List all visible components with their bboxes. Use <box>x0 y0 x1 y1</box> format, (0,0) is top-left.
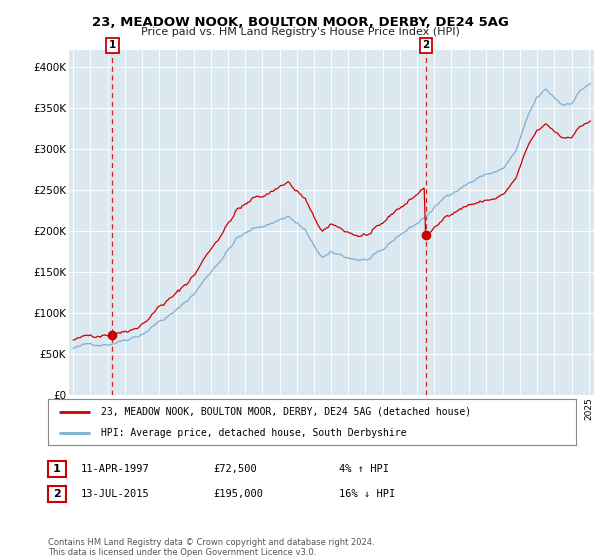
Text: Contains HM Land Registry data © Crown copyright and database right 2024.
This d: Contains HM Land Registry data © Crown c… <box>48 538 374 557</box>
Text: £72,500: £72,500 <box>213 464 257 474</box>
Text: 23, MEADOW NOOK, BOULTON MOOR, DERBY, DE24 5AG: 23, MEADOW NOOK, BOULTON MOOR, DERBY, DE… <box>92 16 508 29</box>
Text: 1: 1 <box>109 40 116 50</box>
Text: 11-APR-1997: 11-APR-1997 <box>81 464 150 474</box>
Text: 1: 1 <box>53 464 61 474</box>
Text: Price paid vs. HM Land Registry's House Price Index (HPI): Price paid vs. HM Land Registry's House … <box>140 27 460 37</box>
Text: 2: 2 <box>422 40 430 50</box>
Text: 16% ↓ HPI: 16% ↓ HPI <box>339 489 395 499</box>
Text: 13-JUL-2015: 13-JUL-2015 <box>81 489 150 499</box>
Text: 23, MEADOW NOOK, BOULTON MOOR, DERBY, DE24 5AG (detached house): 23, MEADOW NOOK, BOULTON MOOR, DERBY, DE… <box>101 407 471 417</box>
Text: 4% ↑ HPI: 4% ↑ HPI <box>339 464 389 474</box>
Text: 2: 2 <box>53 489 61 499</box>
Text: £195,000: £195,000 <box>213 489 263 499</box>
Text: HPI: Average price, detached house, South Derbyshire: HPI: Average price, detached house, Sout… <box>101 428 406 438</box>
